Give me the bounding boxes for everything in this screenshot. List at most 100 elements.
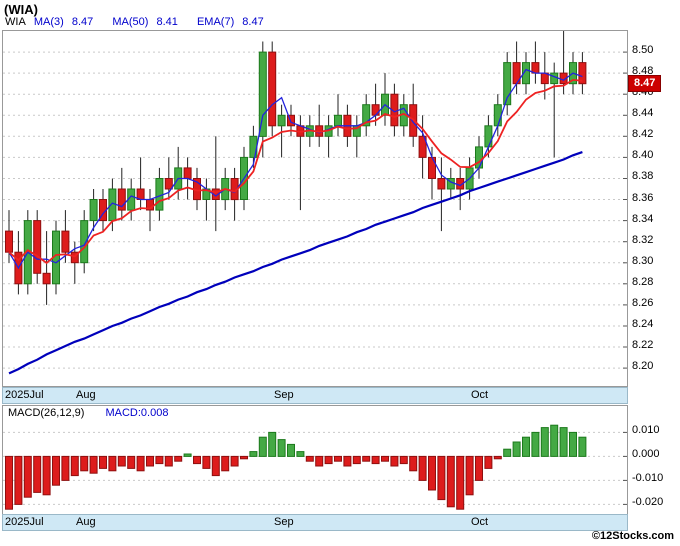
macd-histogram-bar (258, 436, 267, 457)
macd-histogram-bar (108, 455, 117, 472)
macd-y-tick-label: 0.000 (632, 448, 660, 460)
macd-y-tick-label: 0.010 (632, 424, 660, 436)
price-chart-canvas (3, 31, 627, 375)
macd-histogram-bar (540, 427, 549, 457)
ma3-value: 8.47 (71, 16, 94, 28)
x-axis-tick-label: Sep (274, 389, 294, 401)
ema7-line (8, 78, 583, 265)
price-y-tick-label: 8.48 (632, 65, 654, 77)
macd-histogram-bar (117, 455, 126, 467)
macd-histogram-bar (99, 455, 107, 469)
macd-histogram-bar (550, 424, 559, 457)
macd-histogram-bar (315, 455, 324, 467)
symbol-label: WIA (5, 16, 26, 28)
candle-body (334, 114, 342, 127)
macd-histogram-bar (352, 455, 361, 465)
ma50-label: MA(50) (112, 16, 149, 28)
candle-body (33, 220, 42, 274)
price-y-tick-label: 8.24 (632, 318, 654, 330)
macd-histogram-bar (155, 455, 164, 465)
price-y-tick-label: 8.50 (632, 44, 654, 56)
macd-histogram-bar (211, 455, 220, 477)
candle-body (475, 146, 483, 169)
candle-body (42, 272, 51, 285)
macd-histogram-bar (33, 455, 42, 493)
macd-histogram-bar (484, 455, 493, 469)
macd-histogram-bar (183, 453, 192, 457)
macd-histogram-bar (249, 451, 258, 457)
macd-histogram-bar (268, 431, 277, 457)
macd-chart-canvas (3, 424, 627, 510)
ma50-value: 8.41 (156, 16, 178, 28)
candle-body (371, 104, 380, 116)
macd-histogram-bar (324, 455, 333, 465)
candle-body (155, 178, 164, 211)
price-y-tick-label: 8.34 (632, 213, 654, 225)
macd-histogram-bar (221, 455, 230, 472)
macd-histogram-bar (465, 455, 474, 496)
macd-histogram-bar (42, 455, 51, 496)
price-chart-panel (2, 30, 628, 387)
macd-y-tick-label: -0.020 (632, 496, 664, 508)
candle-body (211, 188, 220, 200)
macd-histogram-bar (287, 443, 295, 457)
price-y-tick-label: 8.32 (632, 234, 654, 246)
macd-histogram-bar (409, 455, 418, 472)
candle-body (183, 167, 192, 179)
candle-body (108, 188, 117, 222)
x-axis-tick-label: 2025Jul (5, 389, 44, 401)
last-price-badge: 8.47 (628, 75, 662, 92)
candle-body (362, 104, 371, 127)
macd-histogram-bar (202, 455, 211, 469)
macd-histogram-bar (503, 448, 512, 457)
price-y-tick-label: 8.44 (632, 107, 654, 119)
price-y-tick-label: 8.38 (632, 170, 654, 182)
macd-histogram-bar (428, 455, 436, 491)
macd-histogram-bar (475, 455, 483, 481)
candle-body (5, 230, 13, 253)
macd-legend: MACD(26,12,9) MACD:0.008 (8, 407, 168, 419)
candle-body (268, 51, 277, 127)
x-axis-tick-label: 2025Jul (5, 516, 44, 528)
candle-body (70, 251, 79, 264)
x-axis-tick-label: Aug (76, 516, 96, 528)
macd-date-axis: 2025Jul Aug Sep Oct (2, 514, 628, 531)
macd-histogram-bar (371, 455, 380, 465)
macd-histogram-bar (146, 455, 154, 467)
ema7-label: EMA(7) (196, 16, 235, 28)
candle-body (89, 199, 98, 222)
price-y-tick-label: 8.28 (632, 276, 654, 288)
macd-histogram-bar (296, 451, 305, 457)
candle-body (164, 178, 173, 190)
macd-histogram-bar (61, 455, 70, 481)
macd-histogram-bar (446, 455, 455, 508)
macd-chart-panel (2, 405, 628, 515)
candle-body (258, 51, 267, 137)
page-title: (WIA) (4, 2, 38, 17)
x-axis-tick-label: Oct (471, 516, 489, 528)
copyright: ©12Stocks.com (591, 530, 674, 542)
candle-body (428, 156, 436, 180)
macd-histogram-bar (14, 455, 23, 505)
candle-body (117, 188, 126, 211)
macd-histogram-bar (305, 455, 314, 462)
macd-histogram-bar (230, 455, 239, 467)
price-y-tick-label: 8.20 (632, 360, 654, 372)
macd-histogram-bar (277, 439, 286, 457)
ma3-line (8, 68, 583, 270)
x-axis-tick-label: Aug (76, 389, 96, 401)
candle-body (484, 125, 493, 148)
macd-histogram-bar (164, 455, 173, 467)
candle-body (418, 135, 427, 158)
candle-body (550, 72, 559, 85)
macd-histogram-bar (89, 455, 98, 474)
macd-histogram-bar (437, 455, 446, 501)
macd-label: MACD(26,12,9) (8, 407, 85, 419)
macd-histogram-bar (522, 436, 530, 457)
macd-histogram-bar (240, 455, 248, 460)
price-y-tick-label: 8.42 (632, 128, 654, 140)
macd-histogram-bar (493, 455, 502, 460)
ema7-value: 8.47 (242, 16, 264, 28)
ma3-label: MA(3) (33, 16, 64, 28)
